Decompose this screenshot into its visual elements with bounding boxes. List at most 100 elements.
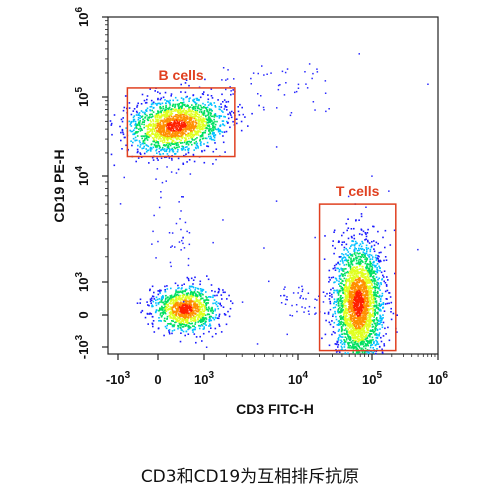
event-dot: [347, 318, 350, 320]
event-dot: [357, 270, 359, 273]
event-dot: [150, 103, 153, 106]
event-dot: [169, 127, 172, 130]
event-dot: [187, 149, 190, 152]
event-dot: [236, 122, 238, 125]
event-dot: [353, 337, 355, 340]
event-dot: [177, 294, 180, 297]
event-dot: [357, 292, 359, 294]
event-dot: [216, 120, 218, 123]
event-dot: [199, 308, 201, 310]
event-dot: [164, 116, 167, 118]
event-dot: [349, 296, 352, 298]
event-dot: [137, 124, 139, 127]
event-dot: [150, 148, 153, 150]
event-dot: [337, 294, 340, 296]
event-dot: [154, 132, 157, 134]
event-dot: [183, 109, 185, 112]
event-dot: [341, 329, 344, 331]
event-dot: [348, 342, 351, 344]
event-dot: [165, 102, 167, 104]
event-dot: [339, 263, 341, 266]
event-dot: [338, 280, 340, 283]
event-dot: [211, 133, 214, 135]
event-dot: [354, 276, 356, 278]
event-dot: [171, 104, 174, 107]
event-dot: [344, 274, 346, 277]
event-dot: [150, 116, 153, 118]
event-dot: [357, 303, 359, 306]
event-dot: [136, 139, 138, 142]
event-dot: [172, 122, 175, 125]
event-dot: [353, 281, 355, 284]
event-dot: [157, 97, 159, 100]
event-dot: [227, 113, 229, 116]
event-dot: [364, 282, 366, 284]
event-dot: [180, 122, 183, 125]
event-dot: [138, 124, 141, 126]
event-dot: [189, 117, 191, 120]
event-dot: [154, 130, 156, 132]
event-dot: [353, 328, 356, 330]
event-dot: [344, 297, 347, 299]
event-dot: [375, 307, 378, 309]
event-dot: [364, 301, 366, 303]
event-dot: [370, 245, 373, 248]
event-dot: [187, 132, 189, 135]
event-dot: [217, 287, 220, 290]
event-dot: [188, 159, 191, 161]
event-dot: [346, 260, 348, 262]
event-dot: [367, 300, 370, 303]
event-dot: [369, 279, 372, 282]
event-dot: [353, 283, 355, 285]
event-dot: [206, 119, 209, 122]
event-dot: [344, 289, 346, 292]
event-dot: [363, 311, 365, 313]
event-dot: [345, 268, 347, 270]
event-dot: [168, 141, 170, 144]
event-dot: [206, 297, 208, 299]
event-dot: [372, 275, 375, 277]
event-dot: [191, 104, 193, 106]
event-dot: [186, 118, 188, 120]
event-dot: [363, 296, 366, 299]
event-dot: [180, 116, 182, 118]
event-dot: [178, 119, 180, 121]
event-dot: [341, 282, 343, 285]
event-dot: [194, 318, 196, 320]
event-dot: [134, 139, 136, 142]
event-dot: [240, 120, 243, 123]
event-dot: [175, 296, 178, 299]
event-dot: [113, 164, 116, 167]
event-dot: [389, 244, 392, 246]
event-dot: [201, 114, 204, 116]
event-dot: [361, 265, 363, 268]
event-dot: [369, 302, 372, 304]
event-dot: [170, 129, 172, 132]
event-dot: [336, 267, 338, 270]
event-dot: [347, 272, 350, 275]
event-dot: [363, 285, 366, 288]
event-dot: [183, 141, 186, 144]
event-dot: [186, 142, 188, 144]
event-dot: [343, 268, 346, 270]
event-dot: [356, 271, 359, 274]
event-dot: [178, 123, 181, 125]
event-dot: [367, 294, 370, 297]
event-dot: [369, 272, 371, 275]
event-dot: [212, 122, 214, 125]
event-dot: [350, 228, 353, 230]
event-dot: [357, 293, 360, 295]
event-dot: [374, 326, 377, 329]
event-dot: [335, 315, 337, 318]
event-dot: [382, 276, 385, 278]
event-dot: [171, 125, 174, 128]
event-dot: [362, 311, 364, 313]
event-dot: [365, 343, 367, 346]
event-dot: [185, 135, 187, 137]
event-dot: [358, 345, 360, 348]
event-dot: [156, 104, 158, 106]
event-dot: [363, 327, 365, 330]
event-dot: [373, 260, 375, 263]
event-dot: [186, 125, 189, 127]
event-dot: [180, 325, 182, 327]
